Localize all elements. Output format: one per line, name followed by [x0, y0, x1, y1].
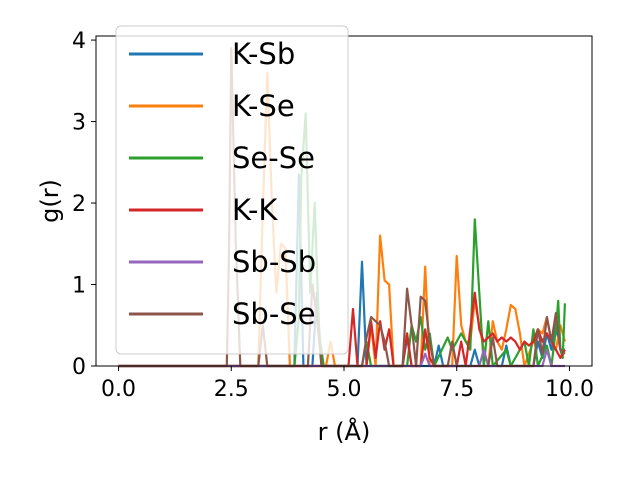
series-line-sb-sb: [118, 348, 565, 368]
x-tick-label: 7.5: [439, 377, 474, 402]
legend-label-sb-sb: Sb-Sb: [232, 245, 316, 279]
legend-box: [115, 25, 349, 355]
legend-label-sb-se: Sb-Se: [232, 297, 316, 331]
y-axis: 0 1 2 3 4: [72, 29, 96, 380]
legend-label-se-se: Se-Se: [232, 141, 315, 175]
x-tick-label: 10.0: [545, 377, 594, 402]
x-tick-label: 0.0: [101, 377, 136, 402]
x-axis: 0.0 2.5 5.0 7.5 10.0: [101, 366, 594, 402]
legend: K-Sb K-Se Se-Se K-K Sb-Sb Sb-Se: [115, 25, 349, 355]
y-tick-label: 1: [72, 274, 86, 299]
series-line-k-k: [118, 291, 566, 368]
legend-label-k-sb: K-Sb: [232, 37, 295, 71]
y-axis-label: g(r): [36, 179, 64, 223]
x-axis-label: r (Å): [318, 417, 371, 446]
y-tick-label: 0: [72, 355, 86, 380]
x-tick-label: 5.0: [327, 377, 362, 402]
legend-items: K-Sb K-Se Se-Se K-K Sb-Sb Sb-Se: [129, 37, 316, 331]
legend-label-k-se: K-Se: [232, 89, 295, 123]
y-tick-label: 2: [72, 192, 86, 217]
x-tick-label: 2.5: [214, 377, 249, 402]
legend-label-k-k: K-K: [232, 193, 278, 227]
y-tick-label: 3: [72, 111, 86, 136]
y-tick-label: 4: [72, 29, 86, 54]
